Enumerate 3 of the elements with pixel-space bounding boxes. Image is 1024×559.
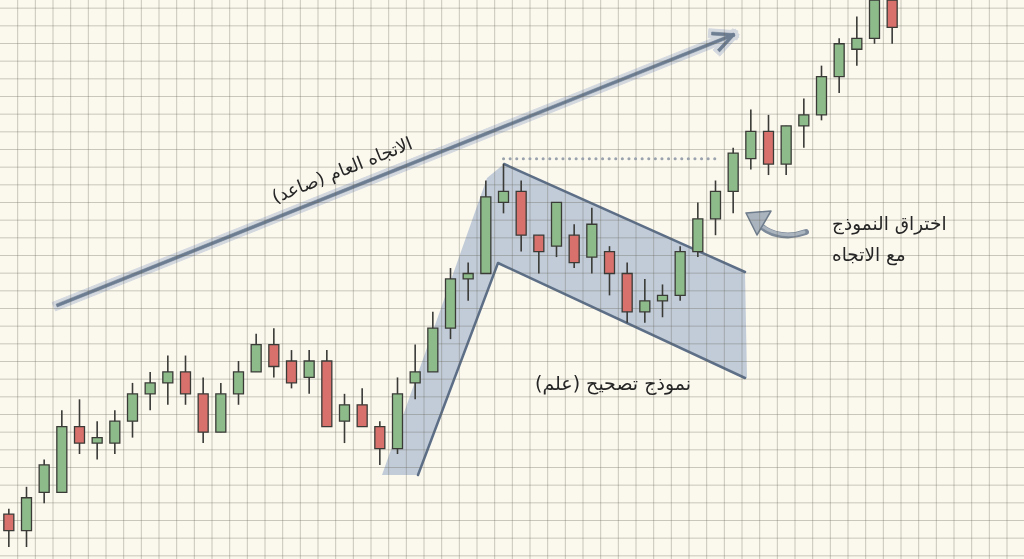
annotation: الاتجاه العام (صاعد) xyxy=(268,132,416,208)
annotation: اختراق النموذج مع الاتجاه xyxy=(832,212,947,268)
annotation: نموذج تصحيح (علم) xyxy=(534,371,692,395)
